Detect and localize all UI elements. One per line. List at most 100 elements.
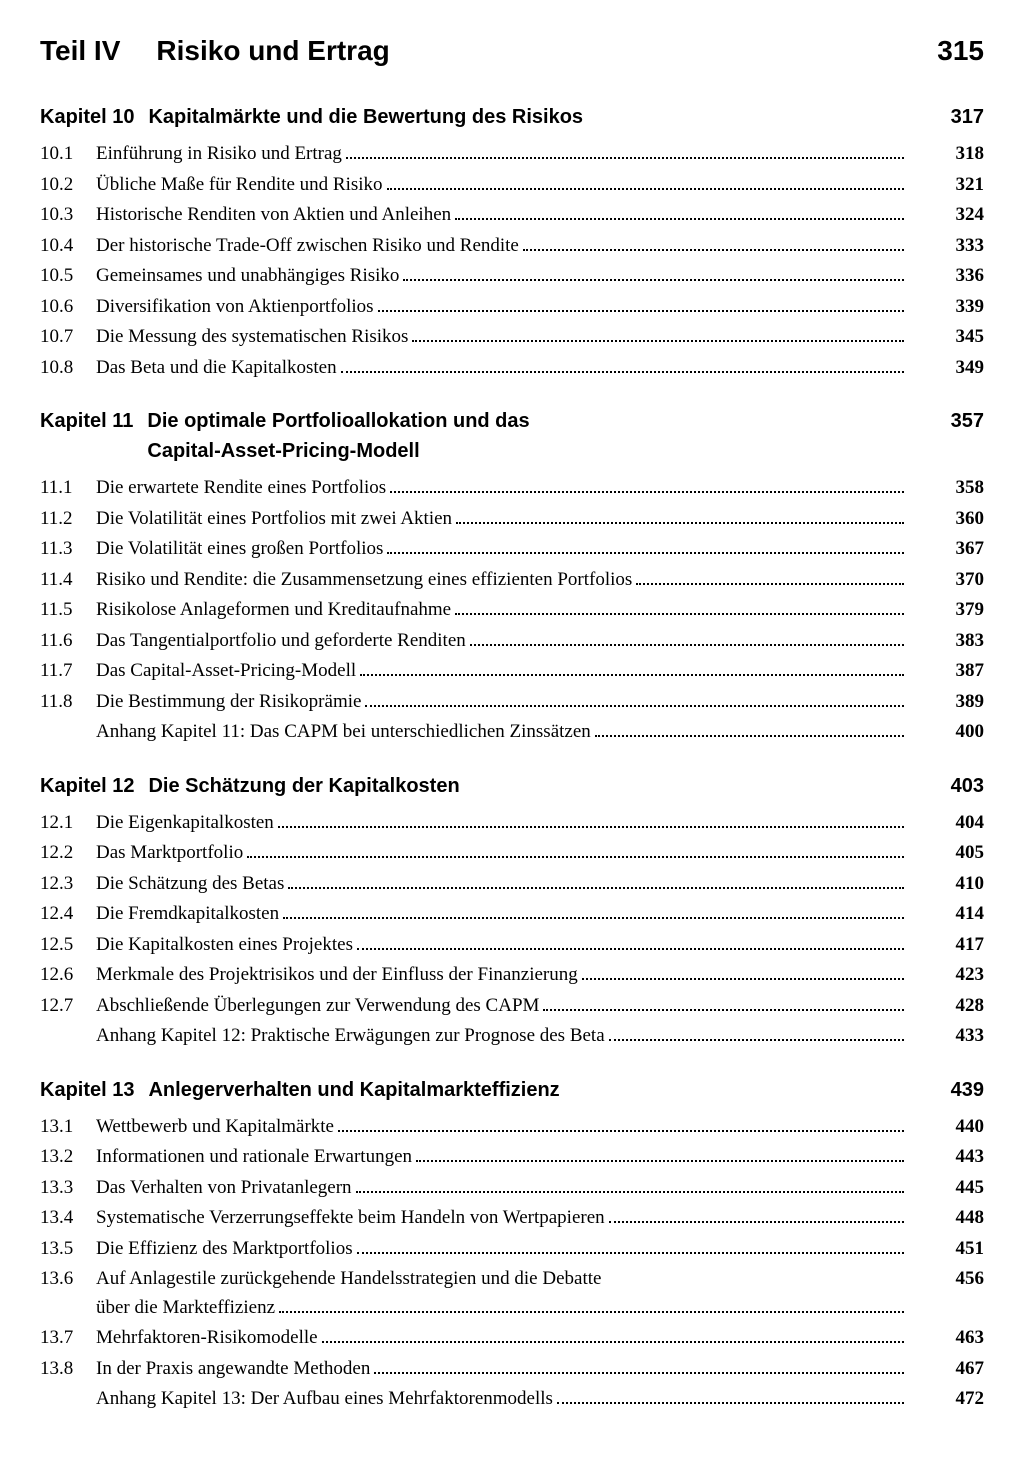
section-page: 387	[936, 657, 984, 686]
section-number: 10.8	[40, 354, 96, 383]
section-title: Informationen und rationale Erwartungen	[96, 1143, 412, 1172]
section-number: 12.5	[40, 931, 96, 960]
section-title: Die Volatilität eines Portfolios mit zwe…	[96, 505, 452, 534]
chapter-number: Kapitel 13	[40, 1075, 134, 1105]
part-title: Risiko und Ertrag	[156, 30, 389, 72]
dot-leader	[557, 1402, 904, 1404]
section-title: Risikolose Anlageformen und Kreditaufnah…	[96, 596, 451, 625]
section-row: 13.4Systematische Verzerrungseffekte bei…	[40, 1204, 984, 1233]
dot-leader	[455, 218, 904, 220]
section-row: 13.1Wettbewerb und Kapitalmärkte440	[40, 1113, 984, 1142]
section-row: 12.7Abschließende Überlegungen zur Verwe…	[40, 992, 984, 1021]
section-page: 467	[936, 1355, 984, 1384]
section-title: Abschließende Überlegungen zur Verwendun…	[96, 992, 539, 1021]
chapter-title: Die Schätzung der Kapitalkosten	[148, 771, 930, 801]
section-number: 13.8	[40, 1355, 96, 1384]
dot-leader	[357, 1252, 904, 1254]
section-row: 13.7Mehrfaktoren-Risikomodelle463	[40, 1324, 984, 1353]
dot-leader	[403, 279, 904, 281]
part-header: Teil IV Risiko und Ertrag 315	[40, 30, 984, 72]
section-title: Die Bestimmung der Risikoprämie	[96, 688, 361, 717]
section-row: 13.3Das Verhalten von Privatanlegern445	[40, 1174, 984, 1203]
section-title: Die Messung des systematischen Risikos	[96, 323, 408, 352]
section-title: Die erwartete Rendite eines Portfolios	[96, 474, 386, 503]
section-row: 10.2Übliche Maße für Rendite und Risiko3…	[40, 171, 984, 200]
dot-leader	[470, 644, 904, 646]
section-row: Anhang Kapitel 13: Der Aufbau eines Mehr…	[40, 1385, 984, 1414]
section-page: 463	[936, 1324, 984, 1353]
section-title: Das Tangentialportfolio und geforderte R…	[96, 627, 466, 656]
section-row: 11.6Das Tangentialportfolio und geforder…	[40, 627, 984, 656]
section-title: Das Capital-Asset-Pricing-Modell	[96, 657, 356, 686]
dot-leader	[247, 856, 904, 858]
chapter-title: Kapitalmärkte und die Bewertung des Risi…	[148, 102, 930, 132]
section-row: 11.1Die erwartete Rendite eines Portfoli…	[40, 474, 984, 503]
section-page: 443	[936, 1143, 984, 1172]
section-row: 13.5Die Effizienz des Marktportfolios451	[40, 1235, 984, 1264]
section-row: 11.8Die Bestimmung der Risikoprämie 389	[40, 688, 984, 717]
dot-leader	[279, 1311, 904, 1313]
chapter-page: 439	[951, 1075, 984, 1105]
section-page: 410	[936, 870, 984, 899]
part-page: 315	[937, 30, 984, 72]
dot-leader	[523, 249, 904, 251]
section-title: Anhang Kapitel 13: Der Aufbau eines Mehr…	[96, 1385, 553, 1414]
section-page: 360	[936, 505, 984, 534]
section-number: 13.1	[40, 1113, 96, 1142]
section-page: 379	[936, 596, 984, 625]
dot-leader	[341, 371, 904, 373]
dot-leader	[609, 1221, 904, 1223]
section-title: Einführung in Risiko und Ertrag	[96, 140, 342, 169]
section-row: 12.2Das Marktportfolio405	[40, 839, 984, 868]
section-number: 13.4	[40, 1204, 96, 1233]
section-title: Anhang Kapitel 12: Praktische Erwägungen…	[96, 1022, 605, 1051]
section-number: 11.8	[40, 688, 96, 717]
section-row: 13.8In der Praxis angewandte Methoden 467	[40, 1355, 984, 1384]
section-page: 389	[936, 688, 984, 717]
section-number: 12.2	[40, 839, 96, 868]
dot-leader	[356, 1191, 904, 1193]
section-row: 10.5Gemeinsames und unabhängiges Risiko3…	[40, 262, 984, 291]
chapter-title: Anlegerverhalten und Kapitalmarkteffizie…	[148, 1075, 930, 1105]
dot-leader	[346, 157, 904, 159]
section-row: 13.6Auf Anlagestile zurückgehende Handel…	[40, 1265, 984, 1322]
section-row: 11.3Die Volatilität eines großen Portfol…	[40, 535, 984, 564]
section-page: 383	[936, 627, 984, 656]
section-title: Die Kapitalkosten eines Projektes	[96, 931, 353, 960]
section-row: 10.4Der historische Trade-Off zwischen R…	[40, 232, 984, 261]
section-title: Auf Anlagestile zurückgehende Handelsstr…	[96, 1265, 908, 1294]
dot-leader	[636, 583, 904, 585]
dot-leader	[390, 491, 904, 493]
section-number: 10.4	[40, 232, 96, 261]
section-title: In der Praxis angewandte Methoden	[96, 1355, 370, 1384]
section-page: 472	[936, 1385, 984, 1414]
section-title: Die Eigenkapitalkosten	[96, 809, 274, 838]
section-number: 10.6	[40, 293, 96, 322]
dot-leader	[360, 674, 904, 676]
section-number: 10.1	[40, 140, 96, 169]
section-number: 13.6	[40, 1265, 96, 1294]
section-title: Das Verhalten von Privatanlegern	[96, 1174, 352, 1203]
dot-leader	[374, 1372, 904, 1374]
section-row: 10.3Historische Renditen von Aktien und …	[40, 201, 984, 230]
dot-leader	[322, 1341, 904, 1343]
section-title: über die Markteffizienz	[96, 1294, 275, 1323]
section-page: 339	[936, 293, 984, 322]
section-number: 12.6	[40, 961, 96, 990]
section-number: 10.5	[40, 262, 96, 291]
section-row: 10.1Einführung in Risiko und Ertrag318	[40, 140, 984, 169]
section-page: 451	[936, 1235, 984, 1264]
dot-leader	[288, 887, 904, 889]
section-title: Risiko und Rendite: die Zusammensetzung …	[96, 566, 632, 595]
dot-leader	[455, 613, 904, 615]
section-page: 349	[936, 354, 984, 383]
dot-leader	[543, 1009, 904, 1011]
section-number: 10.3	[40, 201, 96, 230]
dot-leader	[387, 552, 904, 554]
chapter-title: Die optimale Portfolioallokation und das…	[147, 406, 930, 466]
section-page: 321	[936, 171, 984, 200]
section-row: 11.4Risiko und Rendite: die Zusammensetz…	[40, 566, 984, 595]
section-title: Der historische Trade-Off zwischen Risik…	[96, 232, 519, 261]
chapter-header: Kapitel 10Kapitalmärkte und die Bewertun…	[40, 102, 984, 132]
section-number: 13.7	[40, 1324, 96, 1353]
